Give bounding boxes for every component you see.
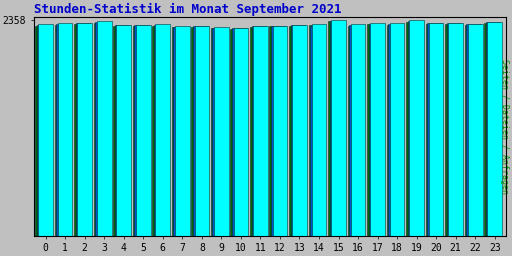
Bar bbox=[37, 25, 51, 236]
Bar bbox=[232, 28, 247, 236]
Bar bbox=[35, 26, 50, 236]
Bar bbox=[94, 23, 109, 236]
Bar bbox=[486, 22, 501, 236]
Bar bbox=[77, 23, 92, 236]
Bar bbox=[133, 26, 147, 236]
Bar bbox=[153, 26, 167, 236]
Bar bbox=[250, 27, 265, 236]
Bar bbox=[487, 22, 502, 236]
Bar bbox=[330, 21, 344, 236]
Bar bbox=[449, 23, 463, 236]
Bar bbox=[349, 25, 364, 236]
Bar bbox=[310, 26, 325, 236]
Bar bbox=[212, 28, 227, 236]
Bar bbox=[191, 27, 206, 236]
Bar bbox=[195, 26, 209, 236]
Bar bbox=[95, 22, 110, 236]
Bar bbox=[445, 24, 460, 236]
Bar bbox=[154, 25, 168, 236]
Bar bbox=[447, 23, 461, 236]
Bar bbox=[136, 25, 151, 236]
Bar bbox=[271, 26, 286, 236]
Bar bbox=[272, 26, 287, 236]
Bar bbox=[408, 21, 422, 236]
Bar bbox=[58, 23, 73, 236]
Bar bbox=[292, 25, 307, 236]
Bar bbox=[390, 23, 404, 236]
Bar bbox=[351, 24, 366, 236]
Bar bbox=[156, 24, 170, 236]
Bar bbox=[429, 23, 443, 236]
Bar bbox=[253, 26, 268, 236]
Bar bbox=[193, 26, 207, 236]
Bar bbox=[466, 24, 481, 236]
Bar bbox=[116, 25, 131, 236]
Bar bbox=[172, 27, 186, 236]
Bar bbox=[468, 24, 482, 236]
Bar bbox=[348, 26, 362, 236]
Bar bbox=[251, 26, 266, 236]
Bar bbox=[289, 26, 304, 236]
Y-axis label: Seiten / Dateien / Anfragen: Seiten / Dateien / Anfragen bbox=[500, 59, 509, 194]
Bar bbox=[55, 25, 69, 236]
Bar bbox=[406, 22, 421, 236]
Bar bbox=[428, 23, 442, 236]
Bar bbox=[291, 25, 305, 236]
Bar bbox=[409, 20, 424, 236]
Bar bbox=[465, 25, 479, 236]
Bar bbox=[211, 28, 226, 236]
Bar bbox=[175, 26, 189, 236]
Bar bbox=[115, 25, 130, 236]
Bar bbox=[331, 20, 346, 236]
Bar bbox=[56, 24, 71, 236]
Bar bbox=[76, 23, 91, 236]
Bar bbox=[97, 22, 112, 236]
Bar bbox=[214, 27, 229, 236]
Bar bbox=[134, 25, 149, 236]
Bar bbox=[269, 26, 284, 236]
Bar bbox=[113, 26, 128, 236]
Bar bbox=[233, 28, 248, 236]
Bar bbox=[328, 22, 343, 236]
Text: Stunden-Statistik im Monat September 2021: Stunden-Statistik im Monat September 202… bbox=[34, 3, 342, 16]
Bar bbox=[312, 24, 326, 236]
Bar bbox=[38, 24, 53, 236]
Bar bbox=[74, 24, 89, 236]
Bar bbox=[388, 24, 403, 236]
Bar bbox=[174, 27, 188, 236]
Bar bbox=[484, 23, 499, 236]
Bar bbox=[309, 25, 323, 236]
Bar bbox=[367, 24, 382, 236]
Bar bbox=[425, 24, 440, 236]
Bar bbox=[369, 24, 383, 236]
Bar bbox=[387, 25, 401, 236]
Bar bbox=[230, 29, 245, 236]
Bar bbox=[370, 23, 385, 236]
